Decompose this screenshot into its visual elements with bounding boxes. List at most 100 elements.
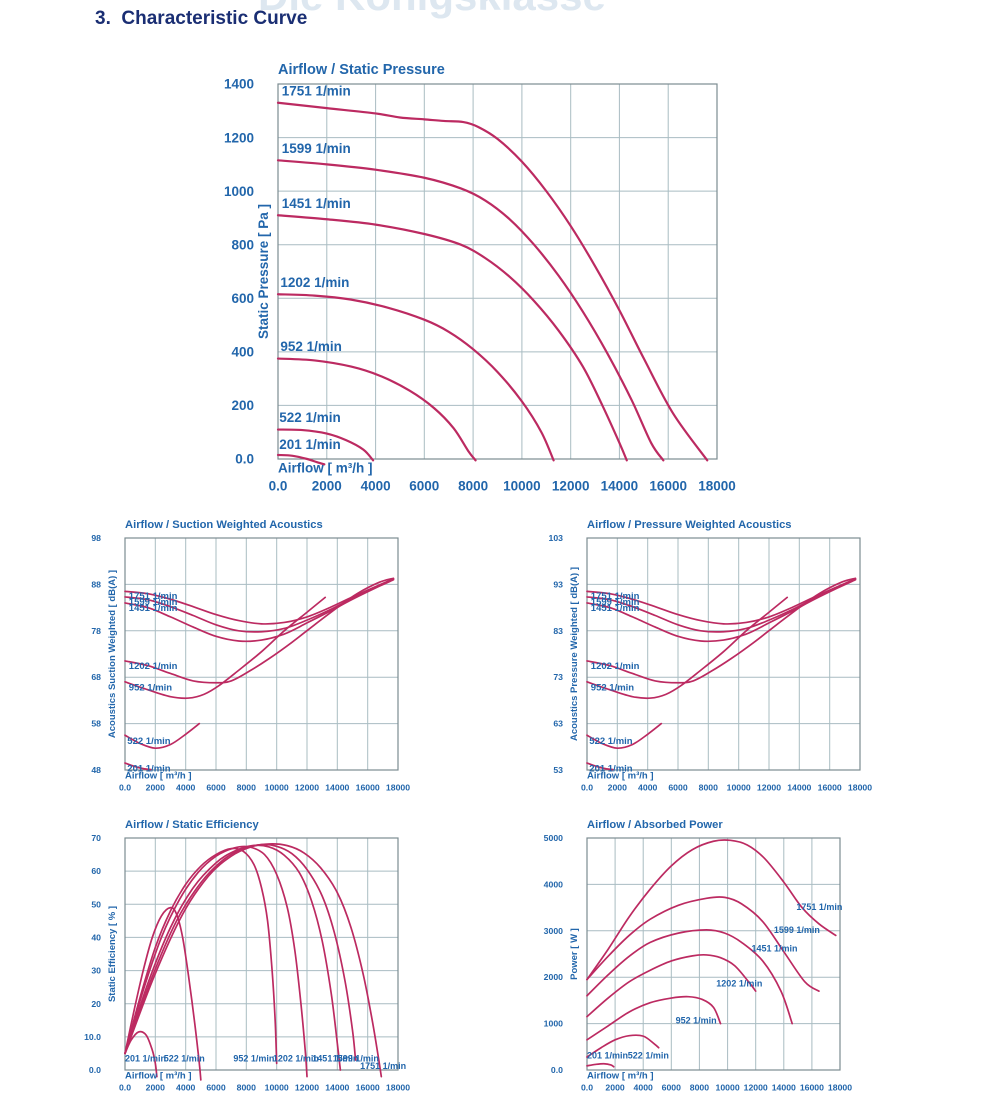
svg-text:12000: 12000 (295, 1082, 319, 1092)
svg-text:522 1/min: 522 1/min (589, 736, 632, 747)
svg-text:1751 1/min: 1751 1/min (282, 84, 351, 99)
svg-text:14000: 14000 (787, 782, 811, 792)
svg-text:952 1/min: 952 1/min (280, 339, 342, 354)
svg-text:0.0: 0.0 (269, 479, 288, 494)
svg-text:18000: 18000 (698, 479, 736, 494)
svg-text:952 1/min: 952 1/min (676, 1016, 717, 1026)
svg-text:0.0: 0.0 (581, 1082, 593, 1092)
svg-text:Static Efficiency [ % ]: Static Efficiency [ % ] (107, 906, 118, 1002)
svg-text:600: 600 (231, 291, 254, 306)
svg-text:2000: 2000 (544, 972, 563, 982)
svg-text:800: 800 (231, 237, 254, 252)
svg-text:8000: 8000 (237, 782, 256, 792)
svg-text:400: 400 (231, 345, 254, 360)
svg-text:16000: 16000 (356, 782, 380, 792)
svg-text:1451 1/min: 1451 1/min (591, 603, 640, 614)
svg-text:1451 1/min: 1451 1/min (129, 603, 178, 614)
svg-text:0.0: 0.0 (89, 1065, 101, 1075)
svg-text:4000: 4000 (361, 479, 391, 494)
svg-text:0.0: 0.0 (119, 782, 131, 792)
svg-text:Airflow [ m³/h ]: Airflow [ m³/h ] (587, 1071, 654, 1082)
svg-text:3000: 3000 (544, 926, 563, 936)
svg-text:6000: 6000 (662, 1082, 681, 1092)
svg-text:14000: 14000 (325, 782, 349, 792)
svg-text:Airflow [ m³/h ]: Airflow [ m³/h ] (125, 1071, 192, 1082)
svg-text:0.0: 0.0 (581, 782, 593, 792)
svg-text:93: 93 (553, 579, 563, 589)
svg-text:40: 40 (91, 933, 101, 943)
svg-text:8000: 8000 (690, 1082, 709, 1092)
svg-text:8000: 8000 (699, 782, 718, 792)
svg-text:12000: 12000 (295, 782, 319, 792)
svg-text:522 1/min: 522 1/min (127, 736, 170, 747)
svg-text:2000: 2000 (605, 1082, 624, 1092)
svg-text:10000: 10000 (503, 479, 541, 494)
svg-text:201 1/min: 201 1/min (125, 1053, 166, 1063)
svg-text:88: 88 (91, 579, 101, 589)
svg-text:1202 1/min: 1202 1/min (716, 979, 762, 989)
svg-text:2000: 2000 (312, 479, 342, 494)
svg-text:0.0: 0.0 (551, 1065, 563, 1075)
svg-text:78: 78 (91, 626, 101, 636)
svg-text:10000: 10000 (716, 1082, 740, 1092)
svg-text:10000: 10000 (265, 782, 289, 792)
svg-text:Power [ W ]: Power [ W ] (569, 928, 580, 980)
svg-text:952 1/min: 952 1/min (591, 683, 634, 694)
svg-text:6000: 6000 (409, 479, 439, 494)
svg-text:952 1/min: 952 1/min (233, 1053, 274, 1063)
svg-text:1751 1/min: 1751 1/min (360, 1061, 406, 1071)
svg-text:18000: 18000 (386, 1082, 410, 1092)
svg-text:16000: 16000 (800, 1082, 824, 1092)
svg-text:98: 98 (91, 533, 101, 543)
svg-text:63: 63 (553, 719, 563, 729)
svg-text:83: 83 (553, 626, 563, 636)
svg-text:5000: 5000 (544, 833, 563, 843)
svg-text:Acoustics Pressure Weighted [: Acoustics Pressure Weighted [ dB(A) ] (569, 567, 580, 741)
svg-text:16000: 16000 (649, 479, 687, 494)
svg-text:Airflow [ m³/h ]: Airflow [ m³/h ] (278, 461, 373, 476)
svg-text:1000: 1000 (224, 184, 254, 199)
svg-text:20: 20 (91, 999, 101, 1009)
svg-text:2000: 2000 (146, 782, 165, 792)
svg-text:58: 58 (91, 719, 101, 729)
svg-text:18000: 18000 (386, 782, 410, 792)
svg-text:Acoustics Suction Weighted [ d: Acoustics Suction Weighted [ dB(A) ] (107, 570, 118, 738)
svg-text:1202 1/min: 1202 1/min (591, 661, 640, 672)
svg-text:Airflow / Pressure Weighted Ac: Airflow / Pressure Weighted Acoustics (587, 519, 792, 531)
svg-text:522 1/min: 522 1/min (628, 1050, 669, 1060)
svg-text:Airflow / Static Efficiency: Airflow / Static Efficiency (125, 819, 259, 831)
svg-text:4000: 4000 (176, 1082, 195, 1092)
svg-text:6000: 6000 (206, 1082, 225, 1092)
svg-text:73: 73 (553, 672, 563, 682)
svg-text:12000: 12000 (552, 479, 590, 494)
svg-text:201 1/min: 201 1/min (279, 437, 341, 452)
svg-text:2000: 2000 (146, 1082, 165, 1092)
svg-text:10000: 10000 (727, 782, 751, 792)
svg-text:200: 200 (231, 398, 254, 413)
svg-text:952 1/min: 952 1/min (129, 683, 172, 694)
svg-text:16000: 16000 (356, 1082, 380, 1092)
svg-text:50: 50 (91, 899, 101, 909)
svg-text:1202 1/min: 1202 1/min (280, 275, 349, 290)
svg-text:0.0: 0.0 (235, 452, 254, 467)
svg-text:14000: 14000 (325, 1082, 349, 1092)
svg-text:68: 68 (91, 672, 101, 682)
svg-text:6000: 6000 (668, 782, 687, 792)
svg-text:522 1/min: 522 1/min (279, 410, 341, 425)
svg-text:8000: 8000 (237, 1082, 256, 1092)
svg-text:201 1/min: 201 1/min (127, 763, 170, 774)
svg-text:4000: 4000 (638, 782, 657, 792)
svg-text:1751 1/min: 1751 1/min (796, 902, 842, 912)
svg-text:1000: 1000 (544, 1019, 563, 1029)
svg-text:70: 70 (91, 833, 101, 843)
svg-text:14000: 14000 (772, 1082, 796, 1092)
svg-text:16000: 16000 (818, 782, 842, 792)
svg-text:12000: 12000 (757, 782, 781, 792)
svg-text:0.0: 0.0 (119, 1082, 131, 1092)
svg-text:1599 1/min: 1599 1/min (282, 141, 351, 156)
svg-text:1202 1/min: 1202 1/min (129, 661, 178, 672)
svg-text:4000: 4000 (544, 879, 563, 889)
svg-text:14000: 14000 (601, 479, 639, 494)
svg-text:8000: 8000 (458, 479, 488, 494)
svg-text:1451 1/min: 1451 1/min (752, 944, 798, 954)
